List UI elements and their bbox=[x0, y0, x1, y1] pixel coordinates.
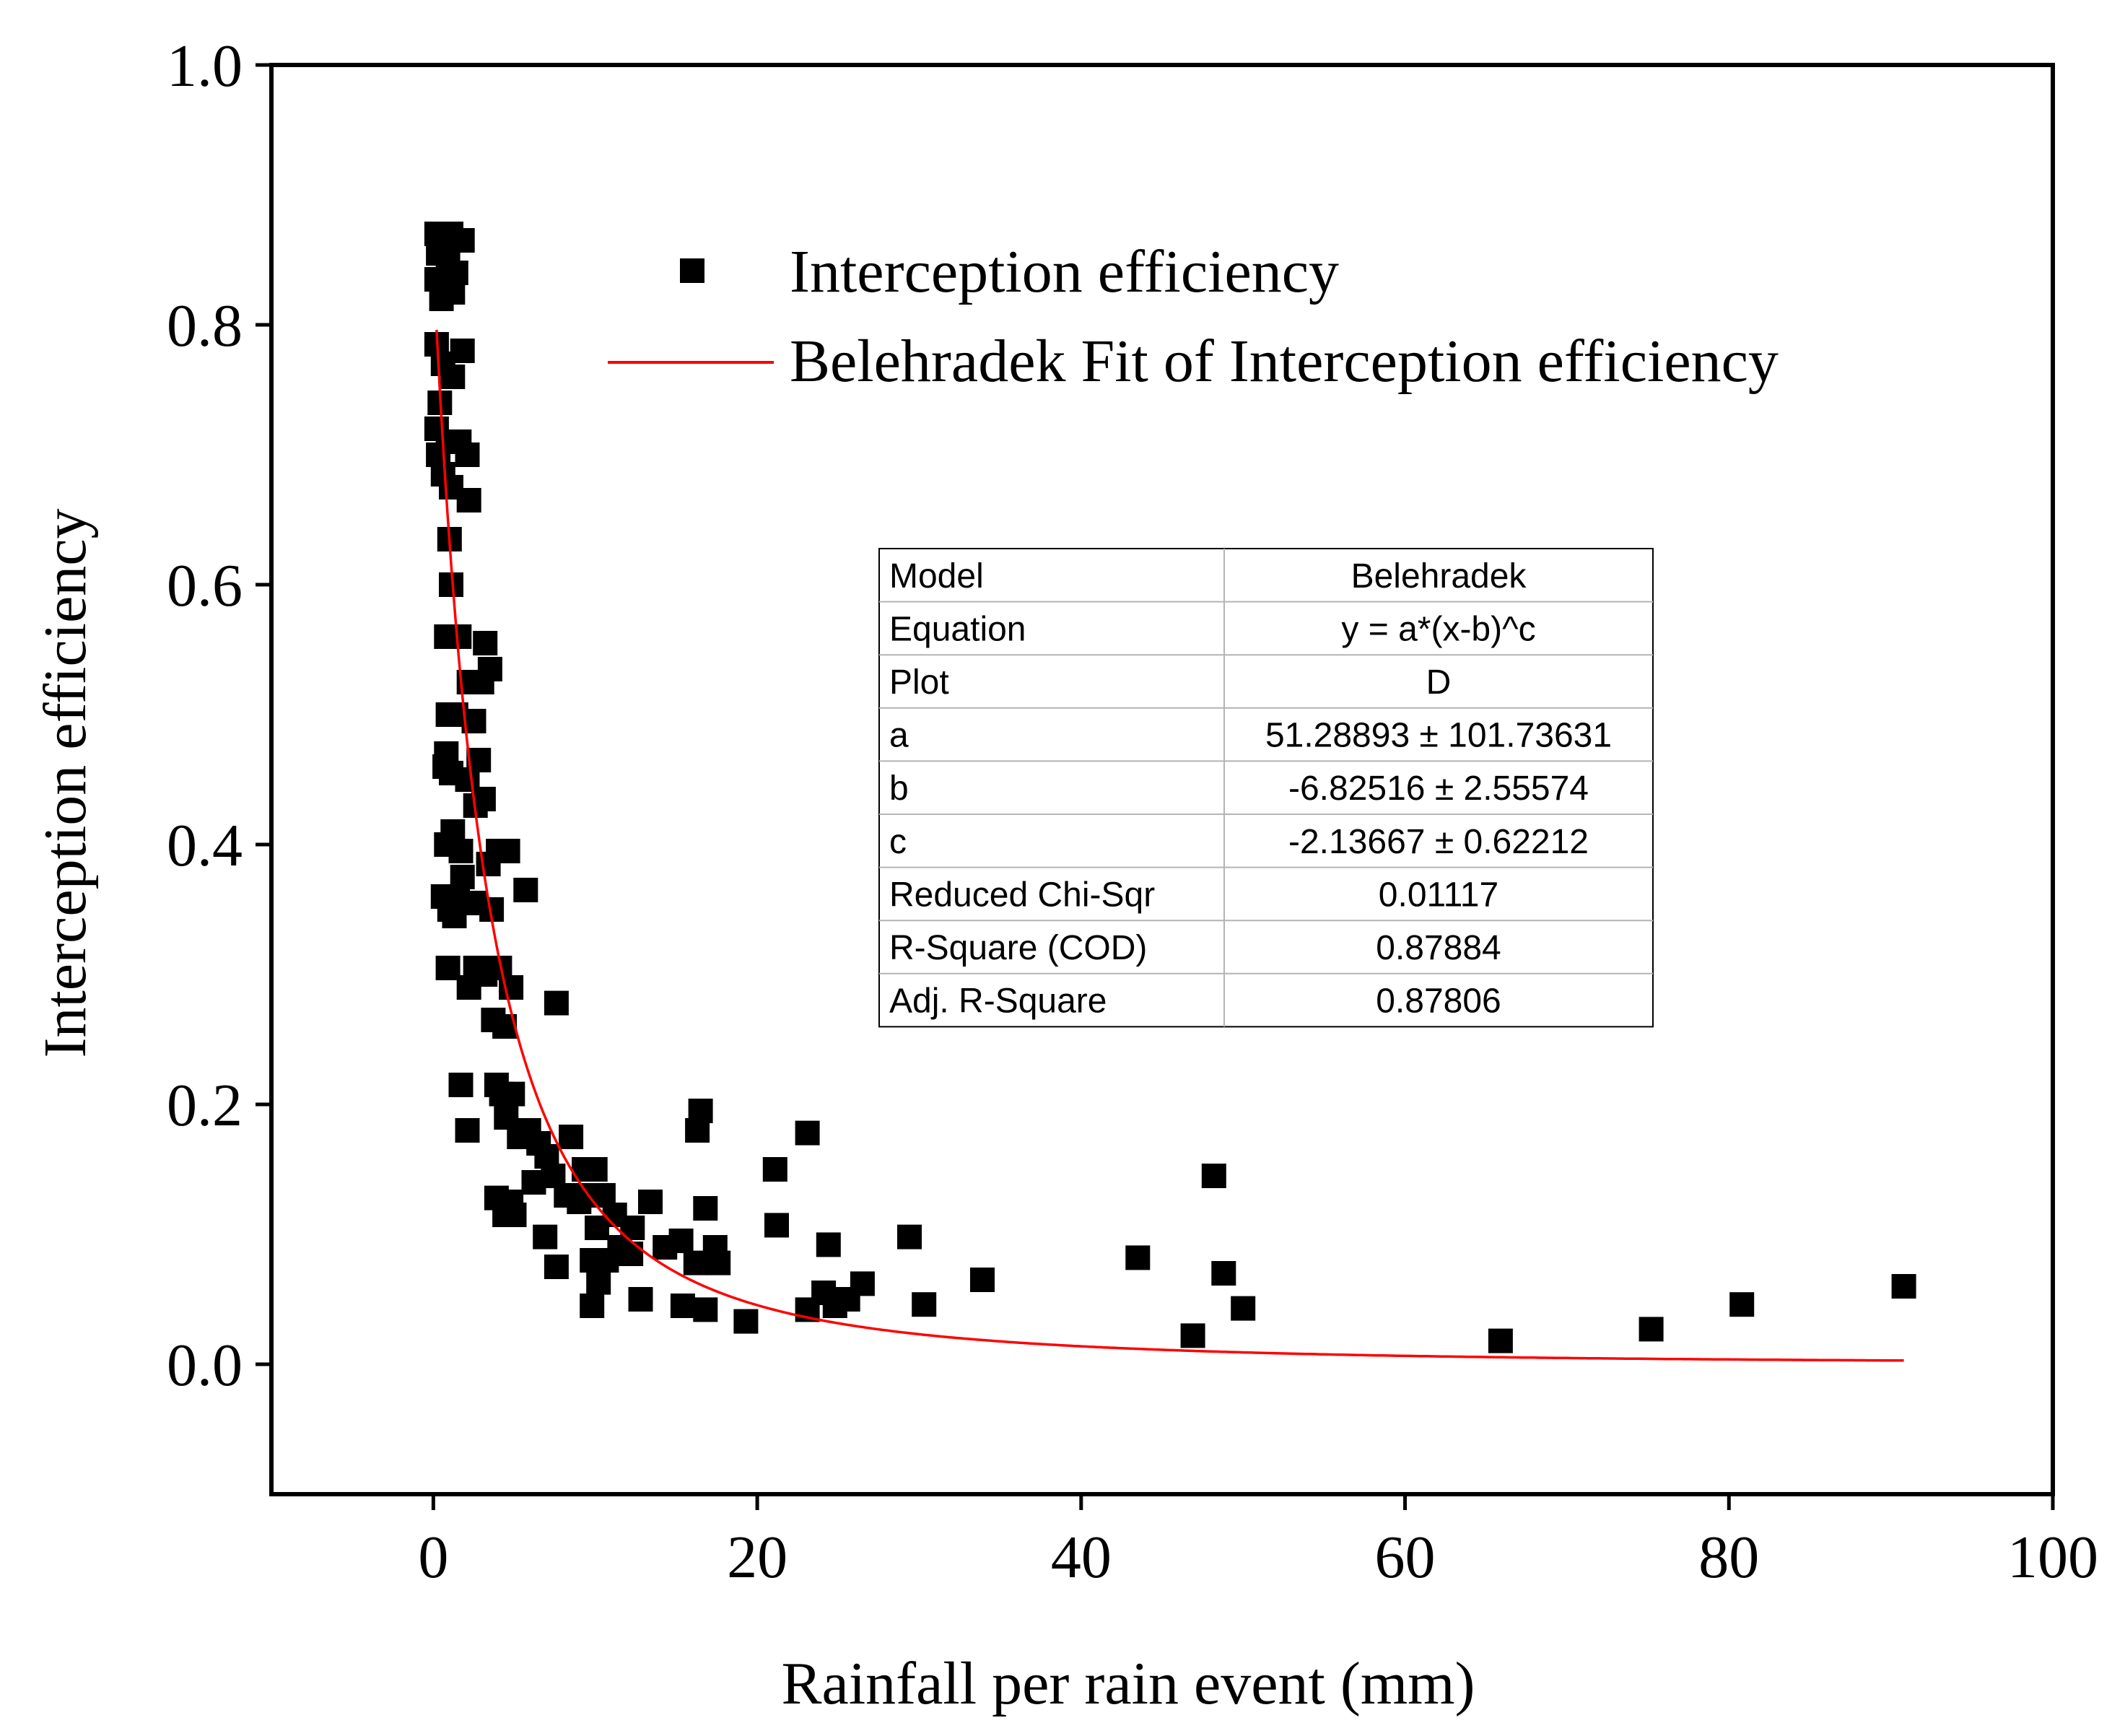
y-tick-label: 0.2 bbox=[167, 1072, 243, 1139]
table-cell-label: a bbox=[889, 717, 909, 755]
data-point bbox=[448, 1073, 474, 1097]
data-point bbox=[432, 754, 458, 779]
x-tick-label: 20 bbox=[727, 1524, 787, 1591]
table-cell-value: -6.82516 ± 2.55574 bbox=[1288, 769, 1589, 808]
table-cell-value: -2.13667 ± 0.62212 bbox=[1288, 823, 1589, 861]
data-point bbox=[513, 878, 538, 902]
x-tick-label: 0 bbox=[418, 1524, 448, 1591]
y-axis-label: Interception efficiency bbox=[32, 508, 99, 1057]
data-point bbox=[585, 1216, 609, 1240]
data-point bbox=[544, 1255, 569, 1279]
table-cell-value: 0.87806 bbox=[1376, 982, 1501, 1021]
data-point bbox=[580, 1248, 605, 1273]
data-point bbox=[670, 1294, 695, 1318]
table-cell-value: 0.01117 bbox=[1379, 876, 1498, 914]
table-cell-label: Model bbox=[889, 557, 984, 596]
data-point bbox=[435, 956, 461, 980]
data-point bbox=[1639, 1317, 1664, 1342]
data-point bbox=[1729, 1292, 1755, 1317]
data-point bbox=[559, 1125, 584, 1149]
data-point bbox=[500, 1081, 525, 1107]
data-point bbox=[1231, 1296, 1256, 1321]
table-cell-value: Belehradek bbox=[1351, 557, 1527, 596]
legend-scatter-label: Interception efficiency bbox=[790, 238, 1339, 305]
table-cell-label: Equation bbox=[889, 610, 1026, 648]
table-cell-value: y = a*(x-b)^c bbox=[1341, 610, 1535, 648]
data-point bbox=[733, 1309, 759, 1334]
table-cell-label: Reduced Chi-Sqr bbox=[889, 876, 1155, 914]
data-point bbox=[448, 839, 474, 863]
data-point bbox=[816, 1232, 841, 1257]
data-point bbox=[638, 1190, 663, 1214]
data-point bbox=[442, 904, 467, 928]
y-axis-ticks: 0.0 0.2 0.4 0.6 0.8 1.0 bbox=[167, 32, 271, 1399]
table-cell-value: 0.87884 bbox=[1376, 929, 1501, 967]
data-point bbox=[683, 1250, 708, 1275]
data-point bbox=[586, 1270, 611, 1295]
data-point bbox=[693, 1297, 718, 1322]
data-point bbox=[580, 1294, 605, 1318]
plot-frame bbox=[269, 63, 2055, 1496]
table-cell-label: b bbox=[889, 769, 909, 808]
table-cell-label: R-Square (COD) bbox=[889, 929, 1147, 967]
fit-statistics-table: Model Belehradek Equation y = a*(x-b)^c Plot… bbox=[878, 548, 1654, 1028]
data-point bbox=[1488, 1328, 1513, 1353]
x-tick-label: 60 bbox=[1375, 1524, 1436, 1591]
data-point bbox=[481, 1008, 506, 1032]
x-axis-label: Rainfall per rain event (mm) bbox=[782, 1650, 1475, 1717]
y-tick-label: 1.0 bbox=[167, 32, 243, 100]
table-cell-label: c bbox=[889, 823, 907, 861]
data-point bbox=[912, 1292, 937, 1317]
data-point bbox=[762, 1157, 787, 1182]
data-point bbox=[1201, 1164, 1226, 1188]
data-point bbox=[456, 975, 481, 1000]
fit-curve bbox=[435, 329, 1904, 1362]
data-point bbox=[1125, 1245, 1151, 1270]
data-point bbox=[473, 631, 498, 655]
data-point bbox=[1211, 1261, 1236, 1286]
table-cell-value: 51.28893 ± 101.73631 bbox=[1265, 717, 1612, 755]
data-point bbox=[628, 1287, 653, 1312]
y-tick-label: 0.0 bbox=[167, 1332, 243, 1399]
data-point bbox=[440, 365, 466, 389]
data-point bbox=[970, 1268, 995, 1292]
data-point bbox=[850, 1271, 875, 1296]
x-tick-label: 100 bbox=[2007, 1524, 2098, 1591]
scatter-series bbox=[424, 222, 1916, 1353]
y-tick-label: 0.8 bbox=[167, 292, 243, 359]
legend: Interception efficiency Belehradek Fit o… bbox=[608, 238, 1779, 395]
y-tick-label: 0.4 bbox=[167, 812, 243, 879]
y-tick-label: 0.6 bbox=[167, 552, 243, 619]
data-point bbox=[1180, 1323, 1205, 1348]
data-point bbox=[582, 1157, 608, 1182]
data-point bbox=[447, 624, 472, 649]
table-cell-label: Adj. R-Square bbox=[889, 982, 1107, 1021]
table-cell-label: Plot bbox=[889, 663, 949, 702]
data-point bbox=[619, 1242, 644, 1266]
data-point bbox=[476, 852, 501, 876]
data-point bbox=[533, 1224, 558, 1249]
data-point bbox=[455, 442, 480, 467]
data-point bbox=[455, 1118, 480, 1143]
x-tick-label: 80 bbox=[1698, 1524, 1759, 1591]
data-point bbox=[795, 1120, 820, 1146]
legend-scatter-marker bbox=[680, 258, 704, 283]
x-axis-ticks: 0 20 40 60 80 100 bbox=[418, 1494, 2098, 1591]
data-point bbox=[688, 1099, 713, 1123]
data-point bbox=[693, 1196, 718, 1221]
data-point bbox=[764, 1213, 789, 1238]
legend-fit-label: Belehradek Fit of Interception efficienc… bbox=[790, 328, 1779, 395]
data-point bbox=[499, 1190, 524, 1214]
table-cell-value: D bbox=[1426, 663, 1452, 702]
x-tick-label: 40 bbox=[1051, 1524, 1112, 1591]
data-point bbox=[456, 488, 481, 512]
data-point bbox=[544, 990, 569, 1016]
data-point bbox=[653, 1235, 678, 1260]
data-point bbox=[897, 1224, 922, 1249]
table-frame bbox=[878, 548, 1654, 1028]
data-point bbox=[429, 287, 454, 311]
data-point bbox=[1891, 1274, 1916, 1299]
data-point bbox=[706, 1250, 731, 1275]
